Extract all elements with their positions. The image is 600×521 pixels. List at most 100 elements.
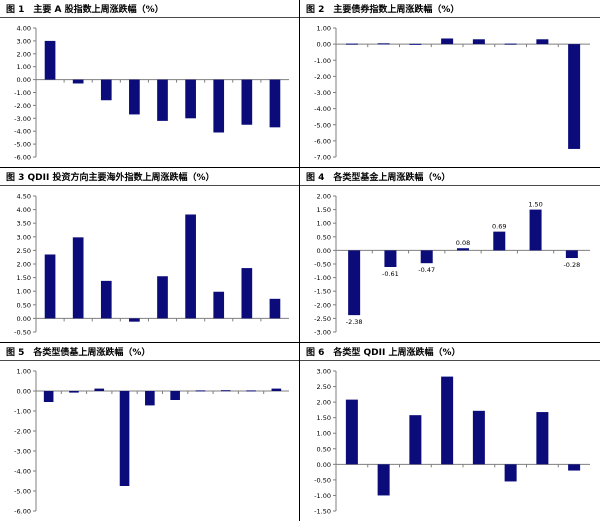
y-tick-label: 4.00 (17, 206, 31, 214)
data-label: 0.08 (456, 239, 470, 247)
y-tick-label: 0.50 (317, 233, 331, 241)
bar (44, 254, 56, 319)
chart-area: 1.00 0.00 -1.00 -2.00 -3.00 -4.00 -5.00 -6.00 -7… (300, 18, 600, 167)
bar (348, 250, 361, 316)
bar (220, 390, 231, 392)
column-divider (299, 0, 300, 521)
panel-title: 图 2 主要债券指数上周涨跌幅（%） (306, 5, 460, 15)
y-tick-label: 1.50 (17, 274, 31, 282)
y-tick-label: 3.00 (17, 233, 31, 241)
data-label: -0.47 (418, 266, 435, 274)
bar (345, 399, 358, 465)
y-tick-label: 1.00 (317, 220, 331, 228)
data-label: 0.69 (492, 223, 506, 231)
y-tick-label: 0.00 (317, 461, 331, 469)
chart-area: 3.00 2.50 2.00 1.50 1.00 0.50 0.00 -0.50 -1.00 -1… (300, 361, 600, 521)
y-tick-label: -2.50 (314, 315, 331, 323)
y-tick-label: 0.50 (317, 445, 331, 453)
bar (269, 298, 281, 319)
y-tick-label: 0.00 (317, 247, 331, 255)
bar (568, 44, 581, 149)
data-label: 1.50 (528, 201, 542, 209)
bar (72, 79, 84, 84)
y-tick-label: -5.00 (14, 141, 31, 149)
bar (72, 237, 84, 319)
bar-chart-svg: 1.00 0.00 -1.00 -2.00 -3.00 -4.00 -5.00 -6.00 (14, 368, 289, 516)
bar (185, 79, 196, 119)
y-tick-label: 2.50 (317, 383, 331, 391)
y-tick-label: -7.00 (314, 154, 331, 162)
bar (345, 43, 358, 45)
y-tick-label: -3.00 (14, 448, 31, 456)
y-tick-label: 0.00 (317, 41, 331, 49)
bar (529, 209, 542, 251)
y-tick-label: -1.00 (14, 89, 31, 97)
y-tick-label: -5.00 (314, 121, 331, 129)
y-tick-label: -2.00 (14, 102, 31, 110)
bar (457, 248, 469, 251)
panel-fig3: 图 3 QDII 投资方向主要海外指数上周涨跌幅（%） 4.50 4.00 3.50… (0, 168, 299, 342)
bar (241, 268, 253, 319)
bar (129, 318, 140, 322)
y-tick-label: -0.50 (314, 261, 331, 269)
bar (377, 464, 390, 496)
y-tick-label: 3.00 (17, 37, 31, 45)
chart-area: 4.50 4.00 3.50 3.00 2.50 2.00 1.50 1.00 0.50 0.00… (0, 186, 299, 342)
chart-area: 1.00 0.00 -1.00 -2.00 -3.00 -4.00 -5.00 -6.00 (0, 361, 299, 521)
row-divider-1 (0, 167, 600, 168)
title-rule (300, 17, 600, 18)
title-rule (0, 17, 299, 18)
y-tick-label: -5.00 (14, 488, 31, 496)
y-tick-label: 0.00 (17, 76, 31, 84)
bar (213, 291, 225, 319)
y-tick-label: -2.00 (314, 301, 331, 309)
bar (145, 391, 155, 406)
y-tick-label: 2.00 (317, 193, 331, 201)
panel-fig4: 图 4 各类型基金上周涨跌幅（%） 2.00 1.50 1.00 0.50 0.00 -0… (300, 168, 600, 342)
y-tick-label: 0.00 (17, 315, 31, 323)
title-rule (300, 185, 600, 186)
bar (504, 43, 517, 45)
y-tick-label: -1.50 (314, 288, 331, 296)
y-tick-label: 1.00 (317, 430, 331, 438)
y-tick-label: -1.00 (14, 408, 31, 416)
bar (409, 43, 422, 45)
bar (129, 79, 140, 115)
bar-chart-svg: 4.50 4.00 3.50 3.00 2.50 2.00 1.50 1.00 0.50 0.00… (14, 193, 289, 337)
panel-fig5: 图 5 各类型债基上周涨跌幅（%） 1.00 0.00 -1.00 -2.00 -3.0… (0, 343, 299, 521)
bar-chart-svg: 3.00 2.50 2.00 1.50 1.00 0.50 0.00 -0.50 -1.00 -1… (314, 368, 590, 516)
y-tick-label: -3.00 (14, 115, 31, 123)
y-tick-label: 4.50 (17, 193, 31, 201)
bar (441, 376, 454, 465)
bar (493, 231, 506, 251)
bar (43, 391, 54, 402)
bar-chart-svg: 4.00 3.00 2.00 1.00 0.00 -1.00 -2.00 -3.00 -4.00… (14, 25, 289, 162)
y-tick-label: -2.00 (14, 428, 31, 436)
bar (213, 79, 225, 133)
y-tick-label: 3.50 (17, 220, 31, 228)
y-tick-label: 4.00 (17, 25, 31, 33)
y-tick-label: 0.00 (17, 388, 31, 396)
bar-chart-svg: 2.00 1.50 1.00 0.50 0.00 -0.50 -1.00 -1.50 -2.00… (314, 193, 590, 337)
bar (420, 250, 433, 264)
panel-title: 图 4 各类型基金上周涨跌幅（%） (306, 173, 451, 183)
bar (100, 79, 112, 101)
bar (441, 38, 454, 45)
bar (536, 39, 549, 45)
title-rule (0, 360, 299, 361)
bar (195, 390, 206, 392)
y-tick-label: -1.00 (314, 57, 331, 65)
y-tick-label: -0.50 (14, 329, 31, 337)
panel-title: 图 6 各类型 QDII 上周涨跌幅（%） (306, 348, 461, 358)
bar (504, 464, 517, 482)
y-tick-label: -1.50 (314, 508, 331, 516)
y-tick-label: 2.00 (17, 261, 31, 269)
bar (271, 388, 282, 391)
y-tick-label: 1.00 (317, 25, 331, 33)
bar-chart-svg: 1.00 0.00 -1.00 -2.00 -3.00 -4.00 -5.00 -6.00 -7… (314, 25, 590, 162)
y-tick-label: -3.00 (314, 329, 331, 337)
bar (185, 214, 196, 319)
chart-area: 2.00 1.50 1.00 0.50 0.00 -0.50 -1.00 -1.50 -2.00… (300, 186, 600, 342)
y-tick-label: 2.50 (17, 247, 31, 255)
